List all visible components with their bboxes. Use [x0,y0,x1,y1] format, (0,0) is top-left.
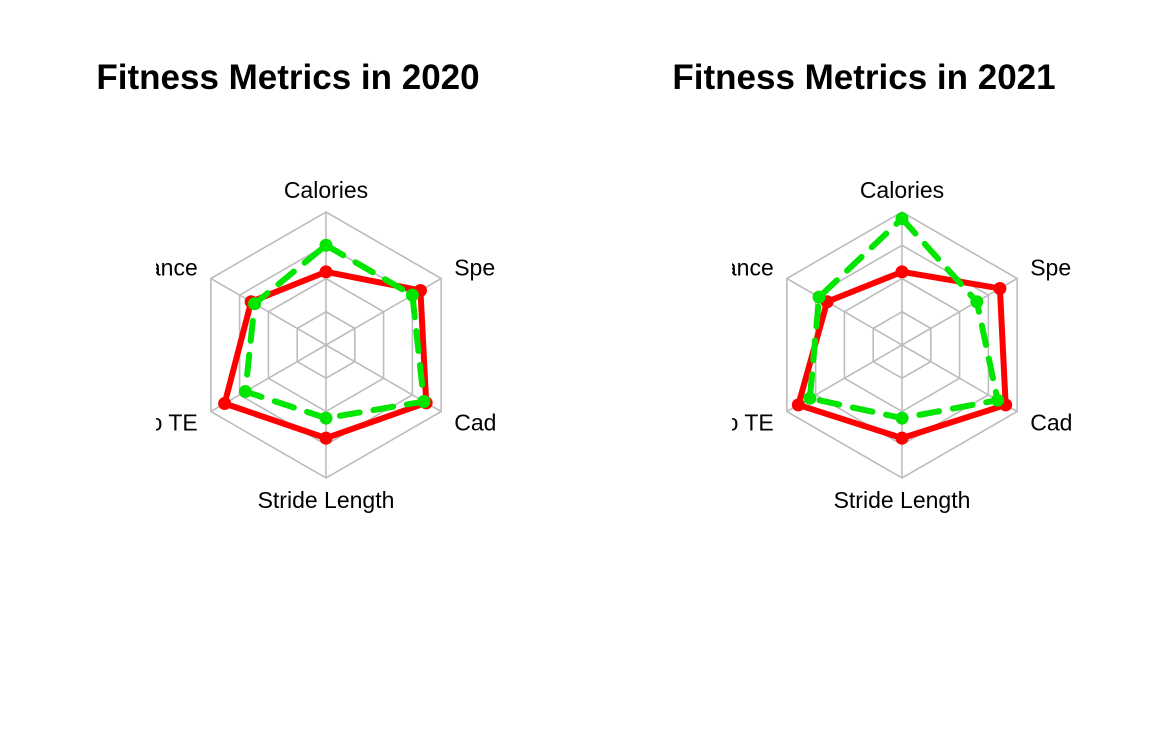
radar-chart-2021: Calories Speed Cadence Stride Length Aero TE… [684,177,1122,513]
axis-label-distance: Distance [684,255,773,281]
axis-label-speed: Speed [1030,255,1097,281]
chart-panel-2020: Fitness Metrics in 2020 Calories Speed Cad… [96,58,546,513]
data-point [405,288,419,302]
axis-label-calories: Calories [860,177,944,203]
data-point [803,391,817,405]
chart-panel-2021: Fitness Metrics in 2021 Calories Speed Cad… [576,0,1152,729]
data-point [417,395,431,409]
data-point [248,297,262,311]
axis-label-aero-te: Aero TE [690,410,774,436]
chart-title: Fitness Metrics in 2021 [672,58,1056,97]
data-point [319,238,333,252]
axis-label-stride-length: Stride Length [258,487,395,513]
axis-label-cadence: Cadence [454,410,546,436]
radar-chart-2020: Calories Speed Cadence Stride Length Aero TE… [108,177,546,513]
data-point [895,212,909,226]
axis-label-speed: Speed [454,255,521,281]
chart-title: Fitness Metrics in 2020 [96,58,480,97]
data-point [970,295,984,309]
data-point [895,431,909,445]
data-point [319,265,333,279]
axis-label-calories: Calories [284,177,368,203]
axis-label-cadence: Cadence [1030,410,1122,436]
data-point [319,411,333,425]
data-point [218,397,232,411]
data-point [319,431,333,445]
data-point [991,393,1005,407]
axis-label-aero-te: Aero TE [114,410,198,436]
data-point [895,265,909,279]
data-point [812,290,826,304]
data-point [895,411,909,425]
data-point [993,281,1007,295]
axis-label-distance: Distance [108,255,197,281]
data-point [791,398,805,412]
data-point [238,385,252,399]
axis-label-stride-length: Stride Length [834,487,971,513]
grid-spoke [786,277,903,346]
grid-spoke [210,277,327,346]
